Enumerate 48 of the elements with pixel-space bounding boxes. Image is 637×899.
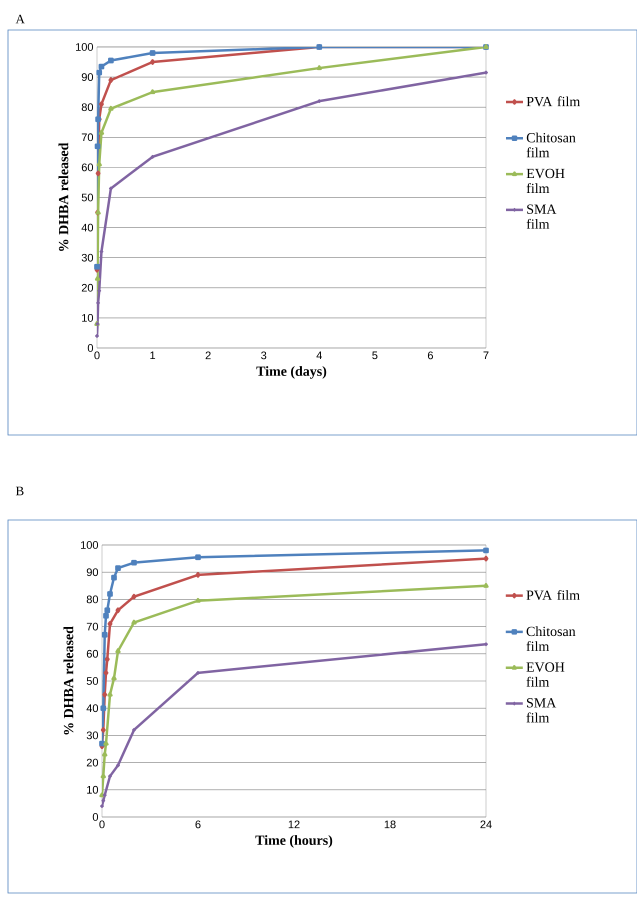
x-tick-label: 1 <box>150 352 155 360</box>
y-tick-label: 100 <box>76 43 93 51</box>
x-axis-title: Time (hours) <box>255 835 332 848</box>
x-tick-label: 7 <box>483 352 488 360</box>
y-tick-label: 0 <box>88 344 93 352</box>
y-tick-label: 100 <box>80 541 98 549</box>
y-tick-label: 60 <box>82 164 93 172</box>
x-axis-title: Time (days) <box>256 366 326 379</box>
y-tick-label: 20 <box>86 758 98 766</box>
x-tick-label: 0 <box>99 820 104 828</box>
y-tick-label: 50 <box>82 194 93 202</box>
y-tick-label: 60 <box>86 650 98 658</box>
x-tick-label: 4 <box>316 352 322 360</box>
y-tick-label: 20 <box>82 284 93 292</box>
y-axis-title: % DHBA released <box>58 142 68 251</box>
x-tick-label: 3 <box>260 352 266 360</box>
y-tick-label: 50 <box>86 677 98 685</box>
y-tick-label: 0 <box>92 813 98 821</box>
y-tick-label: 70 <box>86 622 98 630</box>
y-tick-label: 10 <box>86 786 98 794</box>
y-axis-title: % DHBA released <box>63 626 74 734</box>
y-tick-label: 90 <box>86 568 98 576</box>
x-tick-label: 5 <box>372 352 378 360</box>
legend-label: Chitosan film <box>526 132 576 158</box>
y-tick-label: 80 <box>86 596 98 604</box>
y-tick-label: 10 <box>82 314 93 322</box>
legend-label: SMA film <box>526 204 556 229</box>
x-tick-label: 24 <box>480 820 492 828</box>
y-tick-label: 40 <box>81 224 93 232</box>
legend-label: SMA film <box>526 698 556 722</box>
x-tick-label: 12 <box>288 820 300 828</box>
chart-title: B <box>16 486 24 496</box>
y-tick-label: 70 <box>82 133 93 142</box>
legend-label: PVA film <box>526 96 580 106</box>
y-tick-label: 80 <box>82 103 93 112</box>
x-tick-label: 2 <box>205 352 210 360</box>
x-tick-label: 6 <box>195 820 200 828</box>
x-tick-label: 18 <box>384 820 396 828</box>
legend-label: EVOH film <box>526 168 564 193</box>
legend-label: PVA film <box>526 590 580 600</box>
legend-label: Chitosan film <box>526 626 576 651</box>
legend-label: EVOH film <box>526 662 564 687</box>
y-tick-label: 40 <box>86 704 98 712</box>
chart-title: A <box>15 14 25 24</box>
x-tick-label: 6 <box>428 352 433 360</box>
y-tick-label: 30 <box>82 254 93 262</box>
y-tick-label: 30 <box>86 732 98 740</box>
y-tick-label: 90 <box>82 73 93 81</box>
